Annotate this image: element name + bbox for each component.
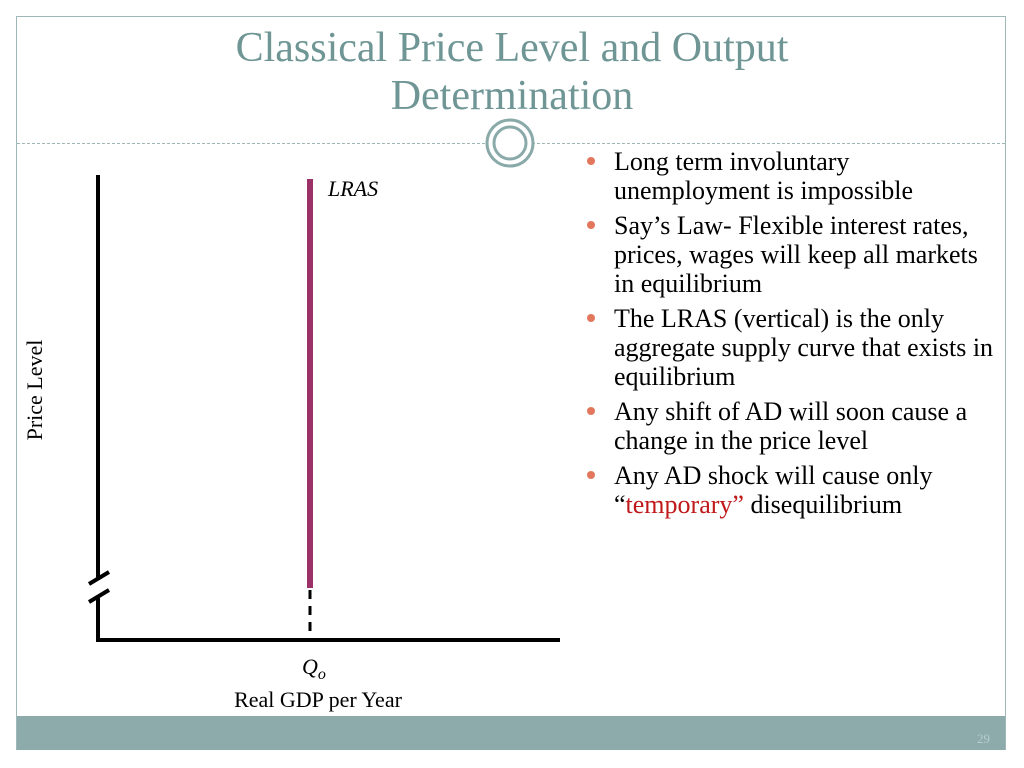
bullet-item: Say’s Law- Flexible interest rates, pric… xyxy=(584,211,994,298)
output-label-sub: o xyxy=(318,666,326,683)
bullet-text-after: disequilibrium xyxy=(743,490,903,519)
x-axis-label: Real GDP per Year xyxy=(234,687,402,712)
highlight-text: temporary” xyxy=(625,490,744,519)
output-label-base: Q xyxy=(302,654,318,679)
bullet-item: Any shift of AD will soon cause a change… xyxy=(584,397,994,455)
bullet-item: Long term involuntary unemployment is im… xyxy=(584,147,994,205)
bullet-item: Any AD shock will cause only “temporary”… xyxy=(584,461,994,519)
slide-title: Classical Price Level and Output Determi… xyxy=(235,25,789,119)
y-axis-label: Price Level xyxy=(22,340,47,441)
bullet-item: The LRAS (vertical) is the only aggregat… xyxy=(584,304,994,391)
axis-break-mark-bottom xyxy=(87,588,111,604)
ring-ornament-icon xyxy=(485,118,535,168)
lras-label: LRAS xyxy=(327,176,378,201)
axis-break-mark-top xyxy=(87,570,111,586)
output-label: Qo xyxy=(302,654,326,683)
slide-number: 29 xyxy=(977,731,990,746)
classical-as-diagram: LRAS Price Level Qo Real GDP per Year xyxy=(22,175,560,712)
footer-band xyxy=(17,716,1005,750)
bullet-text-before: Any AD shock will cause only “ xyxy=(614,461,933,519)
bullet-list: Long term involuntary unemployment is im… xyxy=(584,147,994,525)
